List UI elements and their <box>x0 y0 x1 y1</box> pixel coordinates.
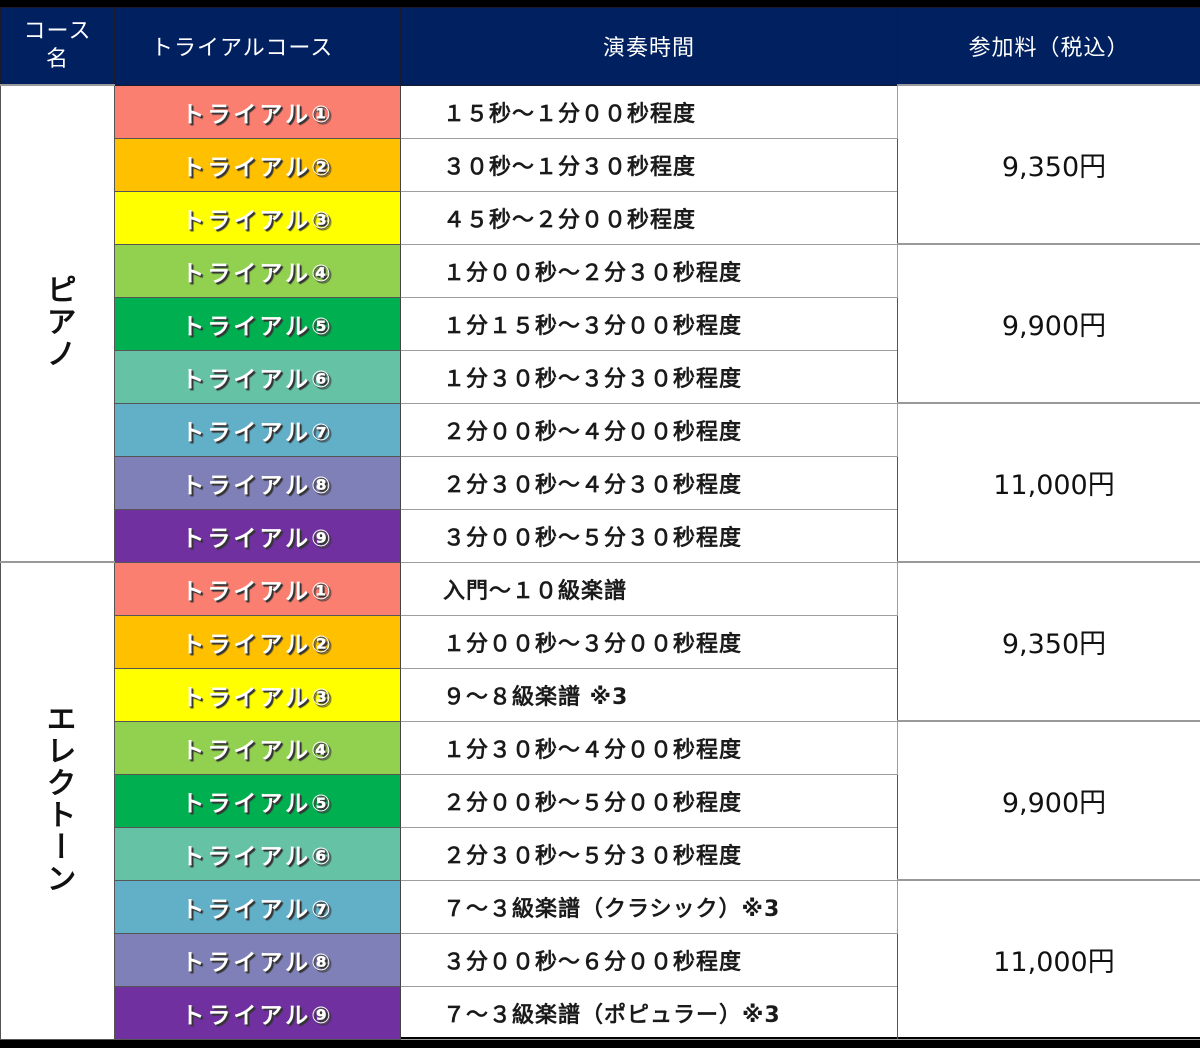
table-row: ピアノ トライアル① １５秒～１分００秒程度 9,350円 <box>0 84 1200 563</box>
table-row: トライアル④ １分３０秒～４分００秒程度 9,900円 <box>1 720 1200 881</box>
trial-course-cell: トライアル⑥ <box>114 826 401 881</box>
performance-time-cell: １分００秒～２分３０秒程度 <box>400 243 898 298</box>
fee-cell: 11,000円 <box>897 879 1200 1040</box>
table-row: トライアル② １分００秒～３分００秒程度 <box>1 614 1200 669</box>
course-category-label: ピアノ <box>40 273 76 370</box>
performance-time-cell: 入門～１０級楽譜 <box>400 561 898 616</box>
table-row: エレクトーン トライアル① 入門～１０級楽譜 9,350円 <box>0 561 1200 1040</box>
fee-value: 9,900円 <box>1001 788 1107 819</box>
trial-course-label: トライアル⑤ <box>181 790 334 817</box>
fee-value: 11,000円 <box>993 947 1115 979</box>
performance-time-cell: ７～３級楽譜（ポピュラー）※3 <box>400 985 898 1040</box>
trial-course-cell: トライアル② <box>114 614 401 669</box>
fee-cell: 9,900円 <box>897 243 1200 404</box>
trial-course-cell: トライアル① <box>114 561 401 616</box>
header-performance-time: 演奏時間 <box>400 7 898 86</box>
header-course-name-line2: 名 <box>45 47 69 72</box>
trial-course-cell: トライアル② <box>114 137 401 192</box>
trial-course-label: トライアル③ <box>181 207 334 234</box>
trial-course-cell: トライアル⑧ <box>114 455 401 510</box>
trial-course-label: トライアル⑤ <box>181 313 334 340</box>
trial-course-label: トライアル⑧ <box>181 949 334 976</box>
fee-table-frame: コース 名 トライアルコース 演奏時間 参加料（税込） ピアノ トライアル① １５秒… <box>0 7 1200 1040</box>
trial-course-cell: トライアル③ <box>114 667 401 722</box>
performance-time-cell: １分３０秒～４分００秒程度 <box>400 720 898 775</box>
table-row: トライアル⑤ ２分００秒～５分００秒程度 <box>1 773 1200 828</box>
trial-course-cell: トライアル⑨ <box>114 508 401 563</box>
performance-time-cell: １分３０秒～３分３０秒程度 <box>400 349 898 404</box>
trial-course-cell: トライアル⑧ <box>114 932 401 987</box>
trial-course-cell: トライアル⑦ <box>114 879 401 934</box>
performance-time-cell: １分１５秒～３分００秒程度 <box>400 296 898 351</box>
trial-course-label: トライアル⑨ <box>181 525 334 552</box>
trial-course-cell: トライアル⑤ <box>114 773 401 828</box>
table-row: トライアル⑨ ７～３級楽譜（ポピュラー）※3 <box>1 985 1200 1040</box>
course-category-label: エレクトーン <box>40 702 76 895</box>
trial-course-cell: トライアル④ <box>114 720 401 775</box>
trial-course-label: トライアル⑨ <box>181 1002 334 1029</box>
trial-course-label: トライアル⑥ <box>181 843 334 870</box>
performance-time-cell: ２分００秒～４分００秒程度 <box>400 402 898 457</box>
performance-time-cell: ４５秒～２分００秒程度 <box>400 190 898 245</box>
trial-course-cell: トライアル⑥ <box>114 349 401 404</box>
performance-time-cell: ７～３級楽譜（クラシック）※3 <box>400 879 898 934</box>
performance-time-cell: ２分３０秒～４分３０秒程度 <box>400 455 898 510</box>
table-row: トライアル⑦ ７～３級楽譜（クラシック）※3 11,000円 <box>1 879 1200 1040</box>
trial-course-cell: トライアル⑦ <box>114 402 401 457</box>
performance-time-cell: ３分００秒～６分００秒程度 <box>400 932 898 987</box>
performance-time-cell: １５秒～１分００秒程度 <box>400 84 898 139</box>
fee-value: 9,350円 <box>1001 152 1107 183</box>
table-row: トライアル④ １分００秒～２分３０秒程度 9,900円 <box>1 243 1200 404</box>
header-course-name: コース 名 <box>0 7 115 86</box>
fee-value: 9,350円 <box>1001 629 1107 660</box>
performance-time-cell: １分００秒～３分００秒程度 <box>400 614 898 669</box>
trial-course-cell: トライアル① <box>114 84 401 139</box>
table-header-row: コース 名 トライアルコース 演奏時間 参加料（税込） <box>0 7 1200 86</box>
performance-time-cell: ２分００秒～５分００秒程度 <box>400 773 898 828</box>
trial-course-label: トライアル④ <box>181 737 334 764</box>
table-row: トライアル⑤ １分１５秒～３分００秒程度 <box>1 296 1200 351</box>
trial-course-label: トライアル⑧ <box>181 472 334 499</box>
trial-course-label: トライアル① <box>181 101 334 128</box>
header-trial-course: トライアルコース <box>114 7 401 86</box>
trial-course-cell: トライアル④ <box>114 243 401 298</box>
trial-course-cell: トライアル⑤ <box>114 296 401 351</box>
header-fee: 参加料（税込） <box>897 7 1200 86</box>
table-row: トライアル⑧ ３分００秒～６分００秒程度 <box>1 932 1200 987</box>
table-row: トライアル③ ９～８級楽譜 ※3 <box>1 667 1200 722</box>
trial-course-label: トライアル② <box>181 154 334 181</box>
fee-cell: 9,350円 <box>897 84 1200 245</box>
table-row: トライアル⑥ ２分３０秒～５分３０秒程度 <box>1 826 1200 881</box>
trial-course-label: トライアル② <box>181 631 334 658</box>
trial-course-label: トライアル④ <box>181 260 334 287</box>
table-row: トライアル⑥ １分３０秒～３分３０秒程度 <box>1 349 1200 404</box>
table-row: トライアル⑨ ３分００秒～５分３０秒程度 <box>1 508 1200 563</box>
trial-course-label: トライアル⑦ <box>181 896 334 923</box>
performance-time-cell: ２分３０秒～５分３０秒程度 <box>400 826 898 881</box>
trial-course-cell: トライアル③ <box>114 190 401 245</box>
fee-value: 9,900円 <box>1001 311 1107 342</box>
fee-cell: 9,900円 <box>897 720 1200 881</box>
fee-cell: 11,000円 <box>897 402 1200 563</box>
course-category-cell: エレクトーン <box>0 561 115 1040</box>
fee-value: 11,000円 <box>993 470 1115 501</box>
trial-course-fee-table: コース 名 トライアルコース 演奏時間 参加料（税込） ピアノ トライアル① １５秒… <box>0 7 1200 1040</box>
performance-time-cell: ３０秒～１分３０秒程度 <box>400 137 898 192</box>
header-course-name-line1: コース <box>23 19 92 44</box>
trial-course-label: トライアル⑦ <box>181 419 334 446</box>
trial-course-label: トライアル① <box>181 578 334 605</box>
table-row: トライアル⑦ ２分００秒～４分００秒程度 11,000円 <box>1 402 1200 563</box>
trial-course-label: トライアル③ <box>181 684 334 711</box>
performance-time-cell: ９～８級楽譜 ※3 <box>400 667 898 722</box>
course-category-cell: ピアノ <box>0 84 115 563</box>
trial-course-label: トライアル⑥ <box>181 366 334 393</box>
trial-course-cell: トライアル⑨ <box>114 985 401 1040</box>
fee-cell: 9,350円 <box>897 561 1200 722</box>
performance-time-cell: ３分００秒～５分３０秒程度 <box>400 508 898 563</box>
